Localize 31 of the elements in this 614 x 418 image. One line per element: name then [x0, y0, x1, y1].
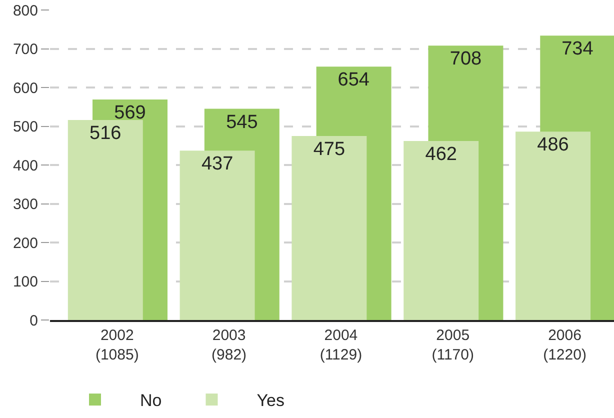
y-tick-label: 800	[12, 2, 38, 20]
y-tick-label: 500	[12, 118, 38, 136]
bar	[516, 132, 590, 320]
bar	[68, 120, 143, 320]
data-label: 654	[338, 70, 370, 91]
legend-label: No	[140, 391, 162, 410]
y-tick-label: 200	[12, 234, 38, 252]
y-tick-label: 0	[30, 312, 38, 330]
bar	[180, 150, 255, 320]
data-label: 486	[537, 134, 569, 156]
data-label: 708	[450, 48, 482, 70]
legend-label: Yes	[256, 391, 284, 410]
data-label: 475	[313, 138, 346, 160]
data-label: 545	[226, 112, 258, 133]
data-label: 437	[201, 154, 234, 175]
data-label: 516	[90, 123, 122, 144]
x-tick-label: 2003 (982)	[212, 326, 247, 364]
bar	[404, 140, 479, 320]
y-tick-label: 400	[12, 157, 38, 174]
y-tick-label: 100	[12, 274, 38, 290]
x-tick-label: 2005 (1170)	[432, 326, 474, 364]
data-label: 462	[425, 144, 457, 165]
bar	[292, 136, 367, 320]
data-label: 569	[114, 102, 146, 124]
y-tick-label: 700	[12, 41, 38, 58]
x-tick-label: 2002 (1085)	[95, 326, 139, 364]
y-tick-label: 300	[12, 196, 38, 213]
y-tick-label: 600	[12, 80, 38, 97]
x-tick-label: 2004 (1129)	[320, 326, 362, 364]
x-tick-label: 2006 (1220)	[543, 326, 586, 364]
data-label: 734	[562, 38, 594, 60]
